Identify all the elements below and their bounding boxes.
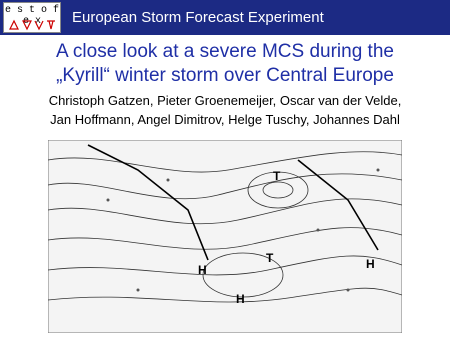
svg-text:H: H <box>236 292 245 306</box>
svg-text:T: T <box>273 169 281 183</box>
header-bar <box>0 0 450 35</box>
authors: Christoph Gatzen, Pieter Groenemeijer, O… <box>48 93 402 108</box>
header-title: European Storm Forecast Experiment <box>72 9 324 26</box>
svg-text:T: T <box>266 251 274 265</box>
weather-map: H T H H T <box>48 140 402 333</box>
svg-text:H: H <box>198 263 207 277</box>
logo-symbols <box>9 19 55 31</box>
slide-title: A close look at a severe MCS during the <box>56 41 394 62</box>
logo: e s t o f e x <box>3 2 61 33</box>
slide-title: „Kyrill“ winter storm over Central Europ… <box>56 65 394 86</box>
logo-text: e s t o f e x <box>4 5 59 27</box>
svg-text:H: H <box>366 257 375 271</box>
authors: Jan Hoffmann, Angel Dimitrov, Helge Tusc… <box>50 112 400 127</box>
